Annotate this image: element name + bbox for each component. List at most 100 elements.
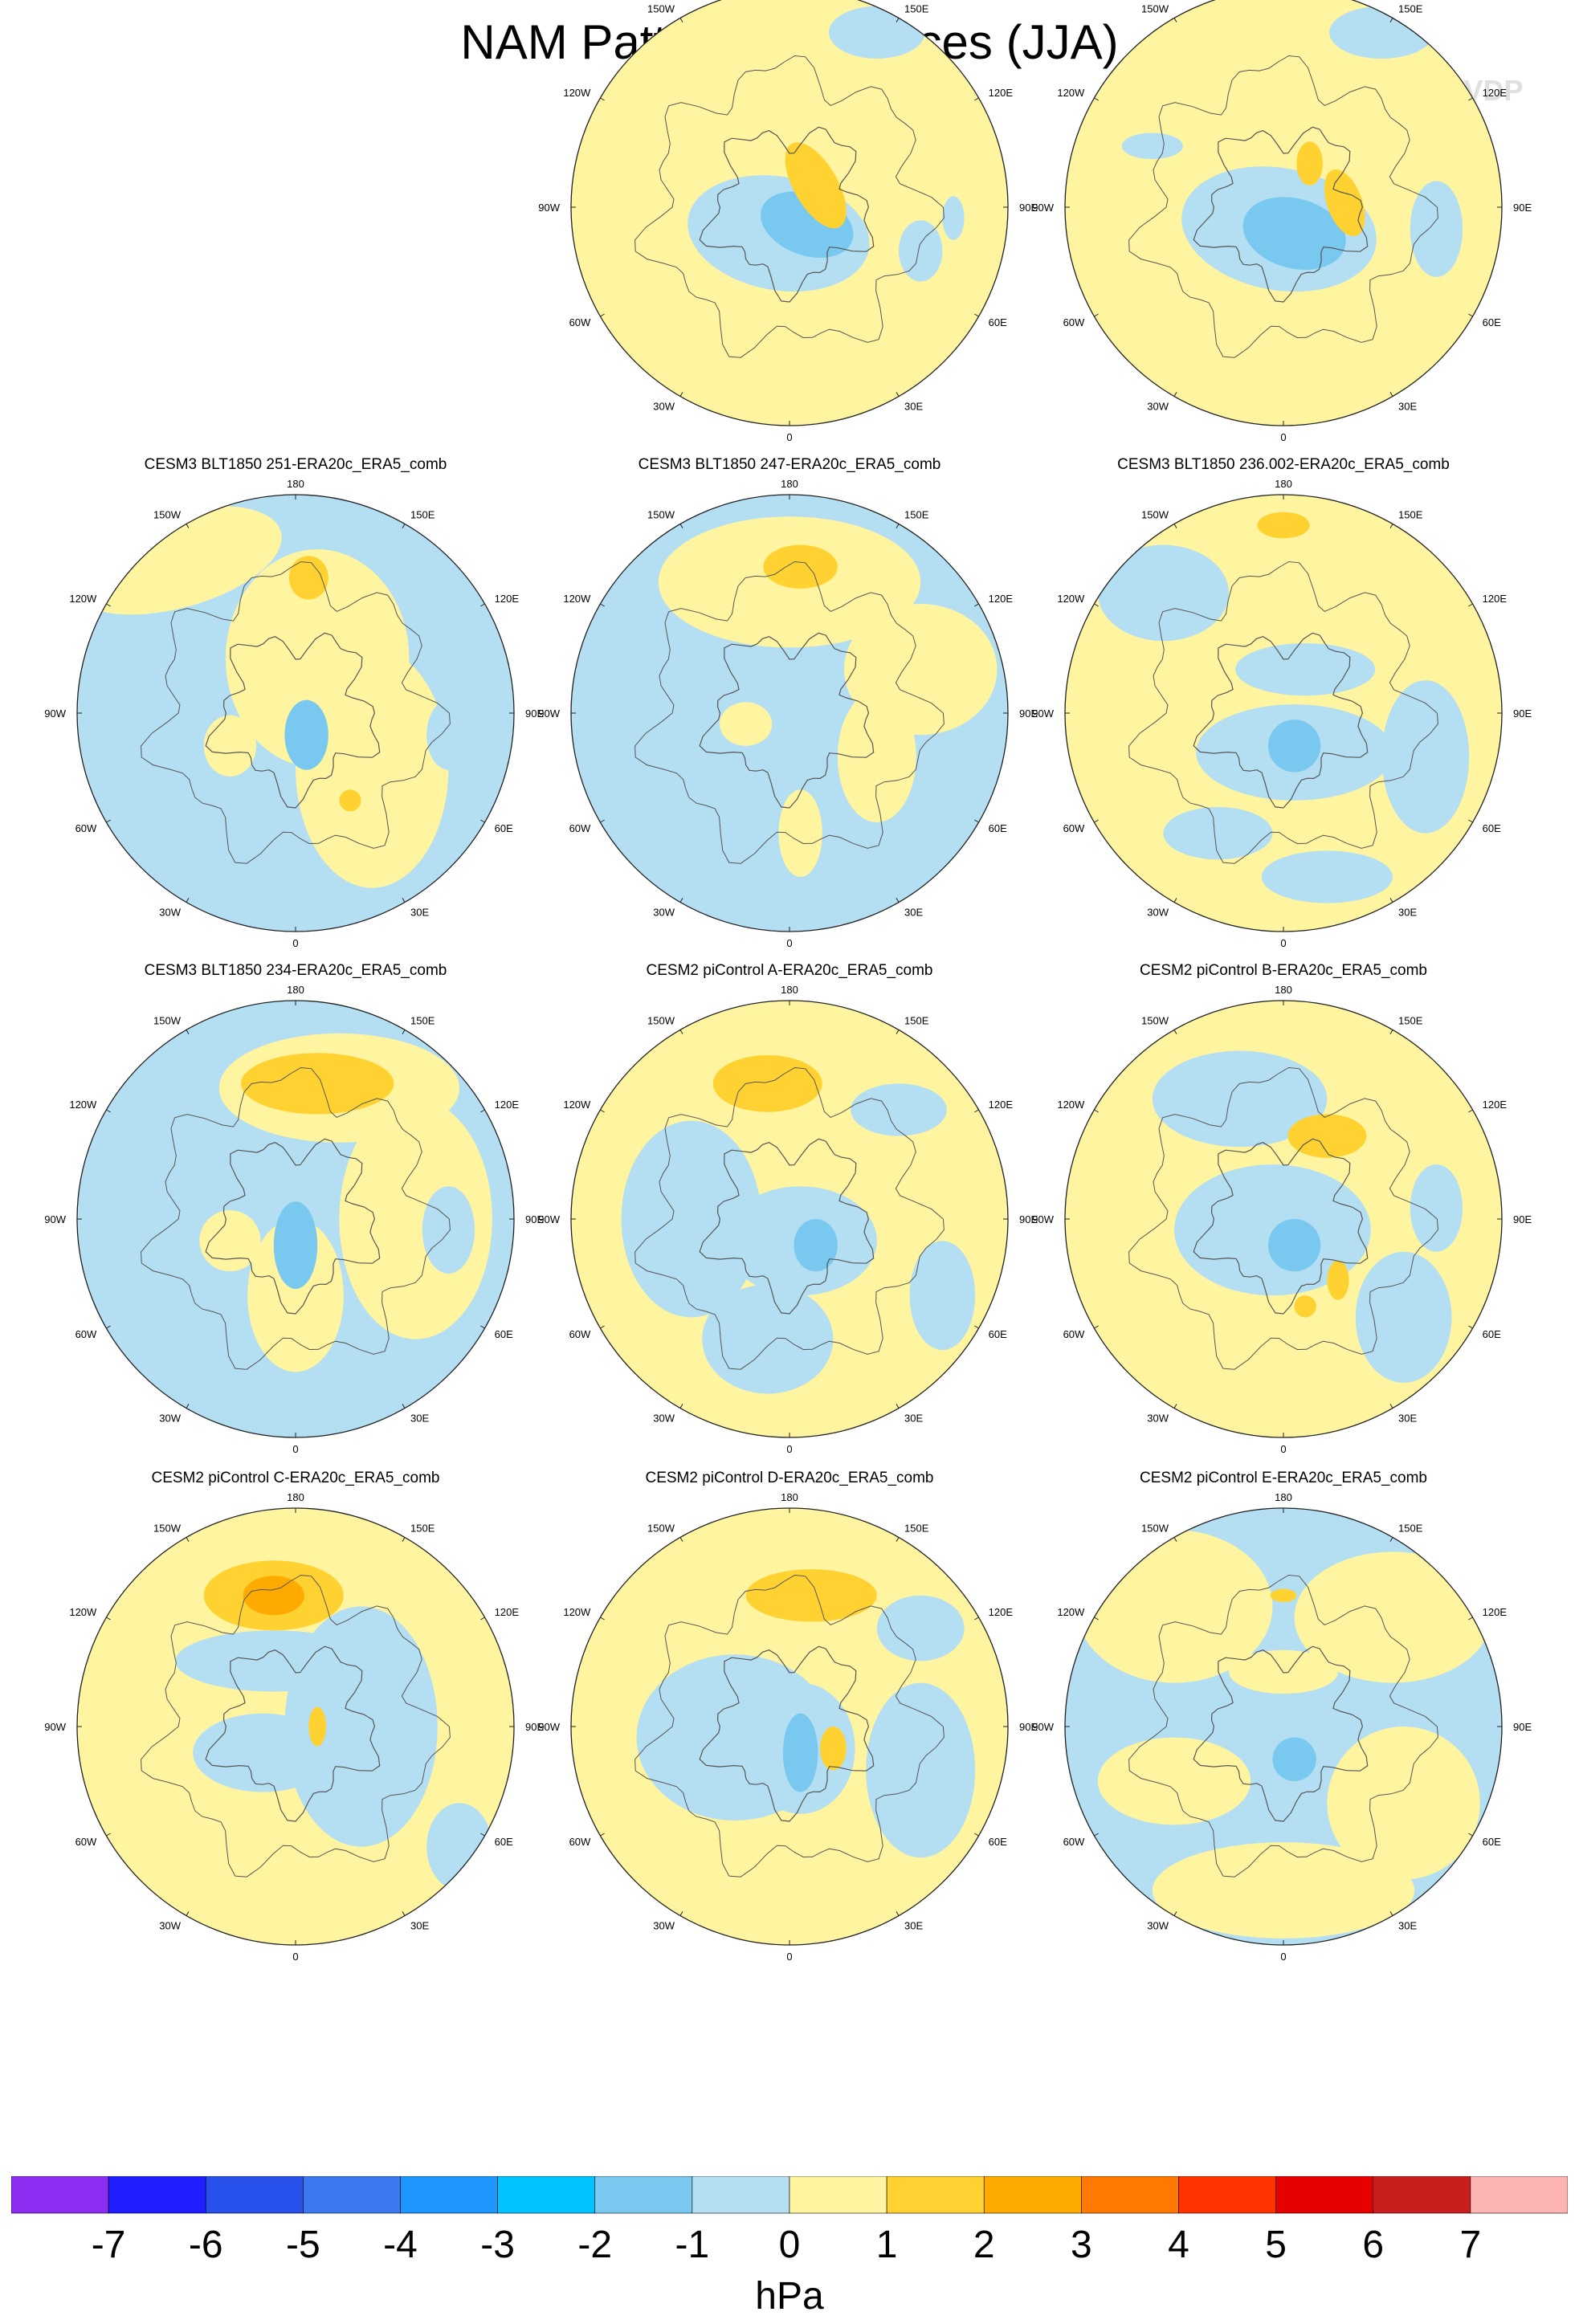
panel-title: CESM3 BLT1850 236.002-ERA20c_ERA5_comb [1117,456,1450,473]
colorbar-tick-label: -4 [383,2224,418,2266]
colorbar-swatch [1178,2176,1276,2214]
colorbar-swatch [205,2176,304,2214]
longitude-tick [974,819,979,823]
longitude-label: 30W [1147,907,1169,919]
longitude-tick [896,18,900,22]
longitude-label: 150W [647,1522,675,1534]
colorbar-tick-label: -7 [91,2224,126,2266]
contour-anomaly-region [1097,1737,1251,1825]
contour-anomaly-region [909,1241,976,1351]
longitude-label: 90W [44,707,66,720]
longitude-tick [679,1029,683,1034]
longitude-tick [1173,1911,1177,1916]
contour-anomaly-region [782,1713,818,1792]
longitude-label: 120W [69,593,97,605]
coastline [1193,1645,1369,1822]
contour-anomaly-region [712,1055,822,1112]
coastline [141,1066,451,1370]
longitude-label: 90W [1032,1721,1054,1733]
contour-anomaly-region [247,1219,344,1372]
contour-anomaly-region [339,789,361,812]
polar-map-panel: 180 150E 120E 90E 60E 30E 0 30W 60W 90W 120W 150W [538,478,1038,949]
longitude-label: 120W [1057,1606,1085,1618]
longitude-label: 60E [1483,1836,1501,1848]
longitude-label: 180 [781,478,798,490]
longitude-label: 150W [647,508,675,520]
longitude-tick [1468,1109,1473,1113]
longitude-tick [1094,1833,1099,1837]
longitude-label: 90W [538,707,560,720]
longitude-label: 60E [1483,822,1501,834]
longitude-label: 30E [1398,401,1417,413]
longitude-label: 60W [569,822,591,834]
contour-anomaly-region [899,220,943,282]
longitude-label: 90E [525,707,544,720]
longitude-label: 150W [1141,1522,1169,1534]
longitude-label: 30E [1398,1413,1417,1425]
polar-map-panel: 180 150E 120E 90E 60E 30E 0 30W 60W 90W 120W 150W [1032,478,1532,949]
longitude-label: 90W [1032,202,1054,214]
longitude-tick [1094,1109,1099,1113]
contour-anomaly-region [745,1569,877,1622]
polar-map-panel: 180 150E 120E 90E 60E 30E 0 30W 60W 90W 120W 150W [44,1491,544,1963]
longitude-tick [1389,18,1393,22]
coastline [699,1138,875,1315]
longitude-label: 30E [904,1920,923,1932]
longitude-label: 30E [904,1413,923,1425]
longitude-tick [600,1109,605,1113]
contour-anomaly-region [199,1210,261,1272]
contour-anomaly-region [1261,850,1393,903]
longitude-tick [402,898,406,903]
colorbar-tick-label: -6 [188,2224,223,2266]
contour-anomaly-region [1163,806,1273,860]
longitude-label: 30W [1147,1413,1169,1425]
longitude-label: 120W [563,1606,591,1618]
longitude-tick [600,1833,605,1837]
coastline [634,561,945,864]
longitude-label: 60W [569,316,591,328]
longitude-tick [106,603,111,607]
longitude-label: 30W [1147,1920,1169,1932]
contour-anomaly-region [1410,1164,1463,1252]
longitude-tick [1389,1404,1393,1409]
panel-title: CESM2 piControl E-ERA20c_ERA5_comb [1140,1470,1427,1486]
longitude-label: 120E [495,1099,520,1111]
longitude-label: 0 [786,431,792,443]
contour-anomaly-region [837,691,916,822]
colorbar-swatch [789,2176,887,2214]
longitude-label: 90E [1019,1213,1038,1225]
longitude-label: 180 [1275,478,1292,490]
longitude-label: 30E [410,1413,429,1425]
longitude-label: 60W [1063,1328,1085,1340]
contour-anomaly-region [785,142,847,229]
longitude-tick [106,1617,111,1621]
coastline [634,1574,945,1878]
longitude-tick [1389,1911,1393,1916]
coastline [1128,1066,1438,1370]
longitude-label: 30W [653,401,675,413]
longitude-tick [480,1833,485,1837]
colorbar-tick-label: -1 [675,2224,710,2266]
colorbar-swatch [594,2176,693,2214]
longitude-label: 30W [1147,401,1169,413]
longitude-label: 90W [538,1213,560,1225]
longitude-label: 150W [1141,508,1169,520]
colorbar-swatch [1275,2176,1374,2214]
colorbar-swatch [497,2176,596,2214]
coastline [205,1645,381,1822]
longitude-tick [186,1404,190,1409]
longitude-label: 90E [1513,707,1532,720]
longitude-tick [896,524,900,528]
longitude-label: 180 [1275,984,1292,996]
longitude-label: 60E [1483,1328,1501,1340]
longitude-tick [402,524,406,528]
contour-anomaly-region [778,789,822,877]
contour-anomaly-region [1097,544,1229,642]
polar-map-panel: 180 150E 120E 90E 60E 30E 0 30W 60W 90W 120W 150W [44,984,544,1455]
longitude-label: 30E [410,907,429,919]
longitude-tick [1468,819,1473,823]
coastline [205,632,381,809]
longitude-label: 120E [989,1606,1014,1618]
longitude-label: 60W [75,822,97,834]
contour-anomaly-region [273,1201,318,1290]
